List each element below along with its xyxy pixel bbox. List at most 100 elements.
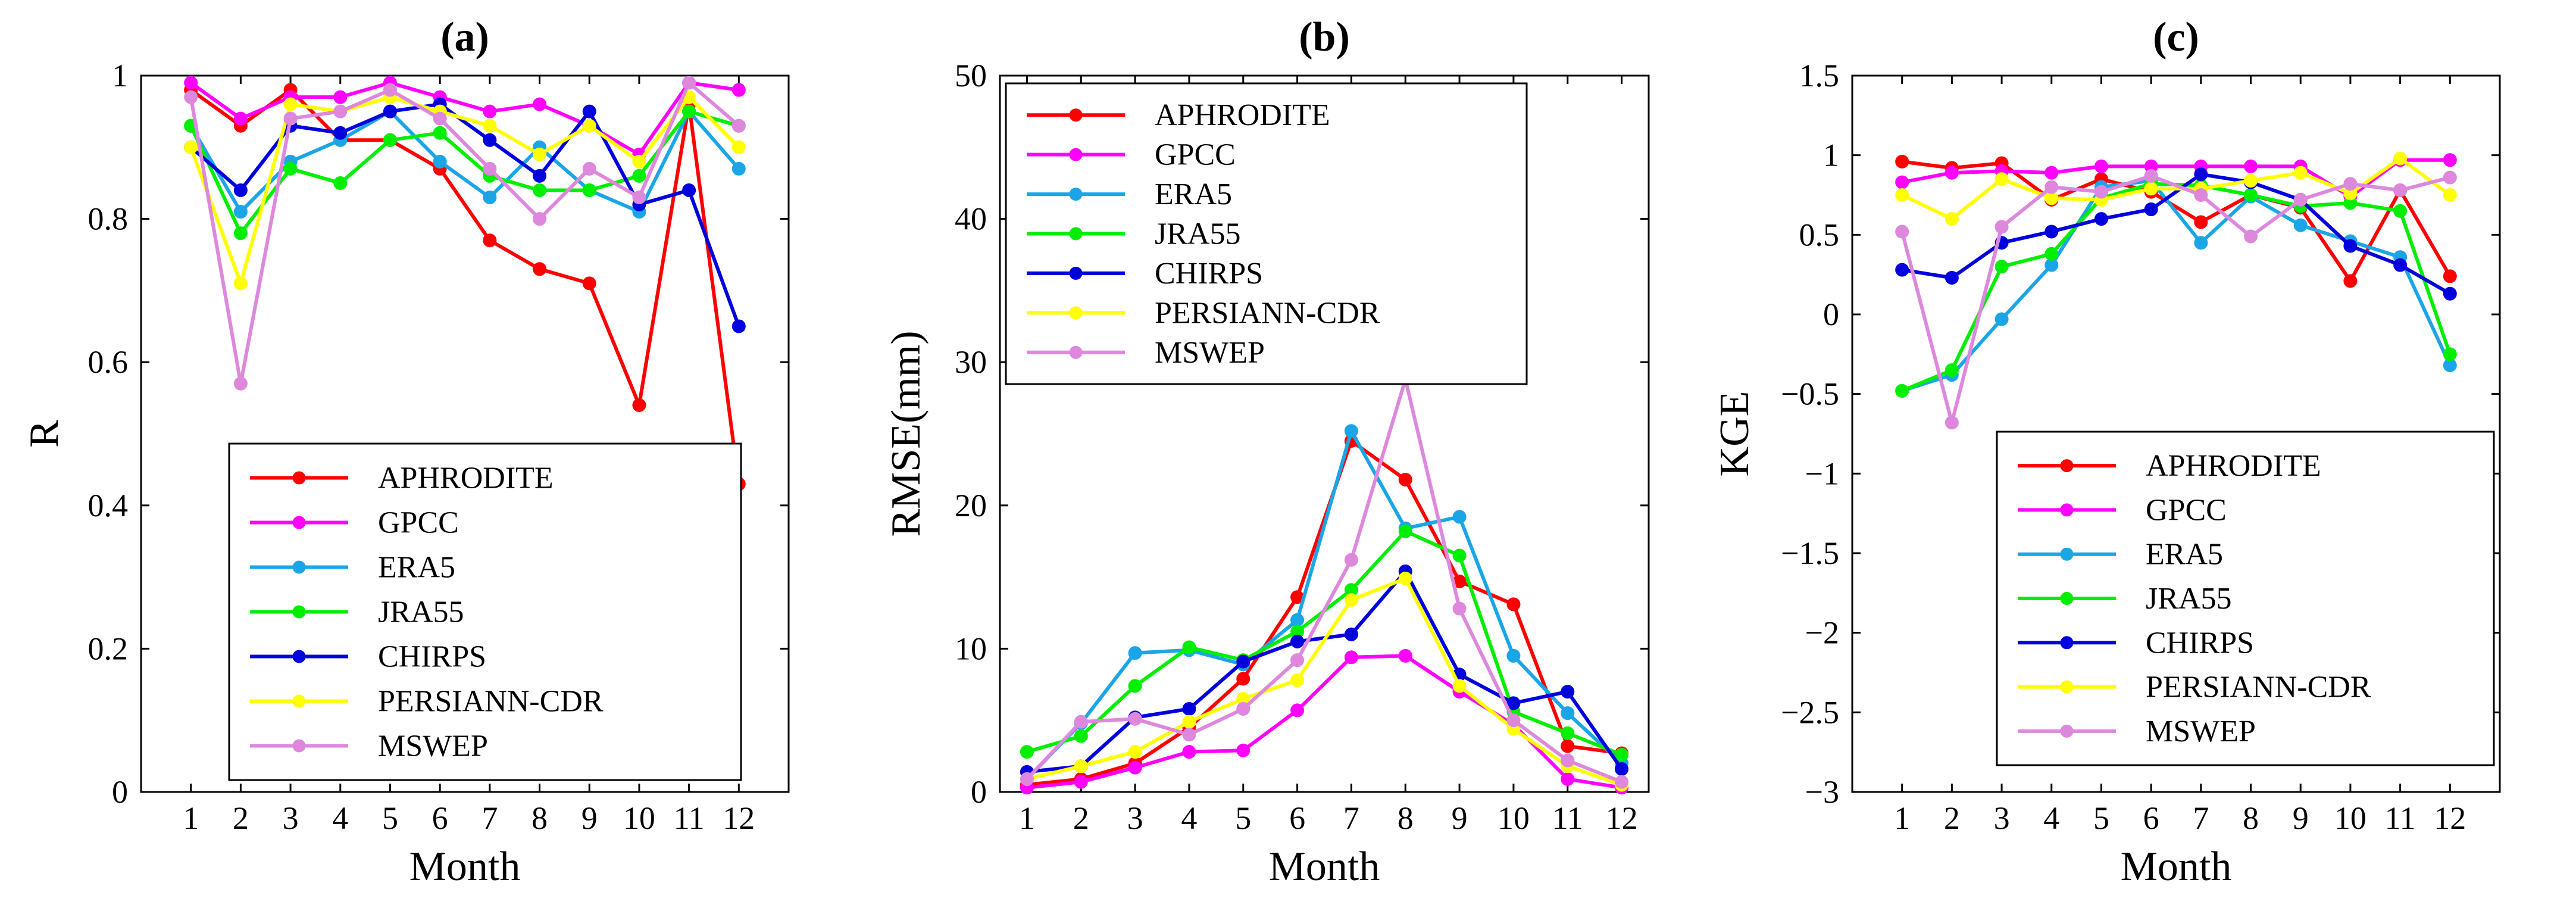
legend-marker (2060, 459, 2074, 473)
y-tick-label: −0.5 (1781, 376, 1839, 412)
data-point-chirps (731, 319, 746, 333)
data-point-gpcc (1944, 166, 1959, 180)
x-tick-label: 11 (2385, 800, 2416, 836)
data-point-gpcc (731, 83, 746, 97)
data-point-jra55 (682, 104, 696, 118)
y-tick-label: 1 (1823, 138, 1839, 173)
data-point-chirps (1615, 762, 1629, 776)
data-point-chirps (1344, 627, 1358, 641)
data-point-persiann-cdr (1128, 745, 1142, 759)
x-tick-label: 8 (2243, 800, 2259, 836)
axes-frame (140, 74, 790, 793)
data-point-persiann-cdr (2443, 188, 2457, 202)
legend-marker (1069, 108, 1083, 122)
legend-label: PERSIANN-CDR (2146, 670, 2371, 704)
data-point-mswep (1944, 416, 1959, 430)
data-point-chirps (333, 126, 348, 140)
data-point-mswep (1344, 553, 1358, 567)
data-point-mswep (1020, 772, 1034, 786)
data-point-persiann-cdr (1074, 759, 1088, 773)
x-tick-label: 6 (2143, 800, 2159, 836)
data-point-gpcc (1895, 175, 1909, 189)
x-tick-label: 4 (2043, 800, 2059, 836)
data-point-aphrodite (1236, 672, 1251, 686)
data-point-persiann-cdr (184, 140, 198, 154)
series-line-era5 (1026, 429, 1623, 781)
data-point-mswep (2144, 169, 2158, 183)
chart-panel-3: −3−2.5−2−1.5−1−0.500.511.51 2 3 4 5 6 7 8 9 10 11 1… (1712, 14, 2501, 890)
data-point-persiann-cdr (2144, 182, 2158, 196)
data-point-persiann-cdr (1994, 172, 2009, 186)
legend-marker (1069, 266, 1083, 280)
data-point-mswep (1236, 701, 1251, 716)
data-point-chirps (2044, 224, 2059, 239)
data-point-mswep (433, 111, 447, 126)
series-line-mswep (189, 81, 740, 386)
legend-label: PERSIANN-CDR (378, 685, 604, 719)
legend-marker (1069, 148, 1083, 161)
data-point-jra55 (283, 161, 298, 176)
data-point-persiann-cdr (283, 97, 298, 111)
data-point-chirps (1236, 654, 1251, 669)
data-point-aphrodite (483, 233, 497, 248)
y-tick-label: 1.5 (1799, 58, 1840, 93)
data-point-chirps (483, 133, 497, 147)
legend-label: GPCC (1155, 138, 1236, 172)
legend-marker (2060, 503, 2074, 517)
data-point-mswep (533, 212, 547, 226)
x-axis-label: Month (409, 844, 521, 890)
data-point-persiann-cdr (483, 118, 497, 133)
y-tick-label: 40 (955, 201, 987, 237)
data-point-era5 (1506, 648, 1521, 663)
series-line-persiann-cdr (1901, 157, 2452, 221)
data-point-jra55 (2393, 204, 2408, 218)
data-point-persiann-cdr (731, 140, 746, 154)
data-point-chirps (383, 104, 397, 118)
data-point-persiann-cdr (1944, 212, 1959, 226)
legend-label: JRA55 (378, 595, 464, 629)
x-tick-label: 7 (482, 800, 498, 836)
data-point-mswep (2343, 177, 2358, 191)
legend-marker (2060, 724, 2074, 738)
x-tick-label: 3 (1994, 800, 2010, 836)
x-tick-label: 3 (283, 800, 299, 836)
data-point-jra55 (1020, 745, 1034, 759)
axes-frame (1851, 74, 2501, 793)
y-axis-label: R (21, 420, 67, 448)
data-point-jra55 (1944, 363, 1959, 378)
legend-marker (2060, 680, 2074, 694)
data-point-jra55 (1398, 524, 1412, 538)
data-point-chirps (533, 169, 547, 183)
x-axis-label: Month (1269, 844, 1380, 890)
data-point-persiann-cdr (1398, 572, 1412, 586)
chart-title: (c) (2153, 14, 2199, 60)
data-point-mswep (2443, 170, 2457, 185)
x-tick-label: 10 (623, 800, 655, 836)
legend: APHRODITE GPCC ERA5 JRA55 CHIRPS PERSIANN-CDR… (228, 442, 742, 781)
data-point-chirps (1561, 685, 1575, 699)
x-tick-label: 9 (1452, 800, 1468, 836)
y-tick-label: −1 (1805, 456, 1839, 491)
data-point-mswep (383, 83, 397, 97)
data-point-aphrodite (1895, 154, 1909, 169)
data-point-era5 (1561, 706, 1575, 720)
y-tick-label: −3 (1805, 774, 1839, 810)
data-point-jra55 (1994, 260, 2009, 274)
data-point-jra55 (2443, 347, 2457, 361)
data-point-aphrodite (2343, 274, 2358, 288)
x-tick-label: 3 (1127, 800, 1143, 836)
data-point-era5 (1344, 424, 1358, 438)
data-point-gpcc (533, 97, 547, 111)
x-tick-label: 8 (1398, 800, 1414, 836)
data-point-gpcc (184, 76, 198, 90)
data-point-chirps (1290, 634, 1305, 648)
x-tick-label: 4 (332, 800, 348, 836)
series-line-aphrodite (1902, 160, 2452, 283)
x-tick-label: 9 (582, 800, 598, 836)
data-point-gpcc (1561, 772, 1575, 786)
data-point-mswep (233, 376, 248, 391)
data-point-aphrodite (1506, 597, 1521, 612)
x-tick-label: 5 (382, 800, 398, 836)
